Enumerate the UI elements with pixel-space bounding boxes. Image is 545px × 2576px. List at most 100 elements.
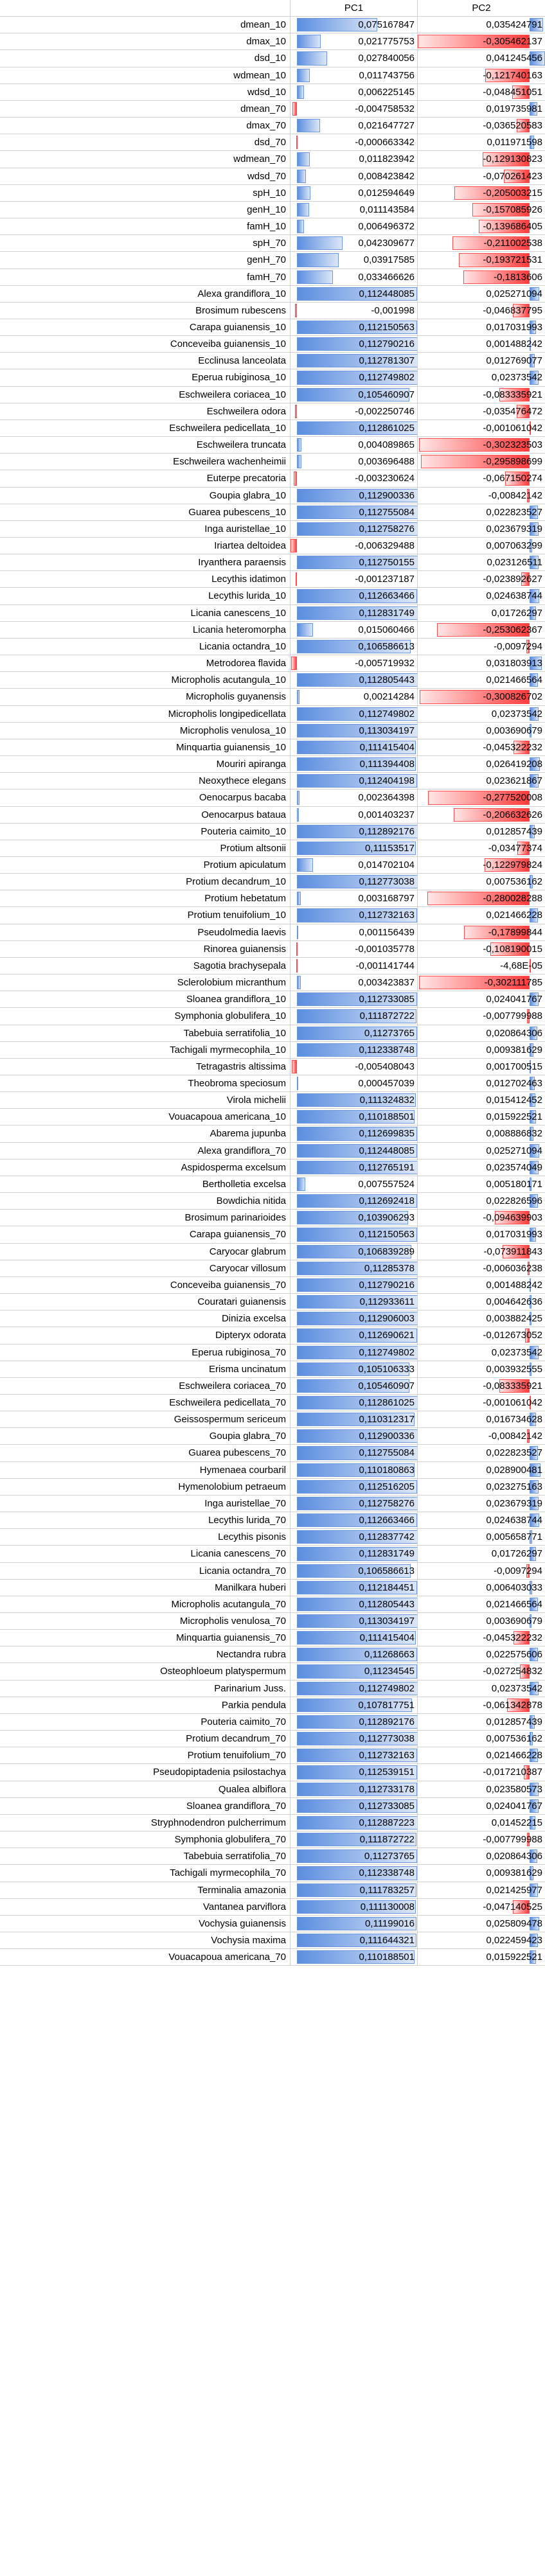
pc2-cell[interactable]: 0,001488242 [418, 336, 545, 353]
row-label[interactable]: Vouacapoua americana_70 [0, 1949, 290, 1966]
pc1-cell[interactable]: 0,004089865 [290, 437, 418, 454]
pc2-cell[interactable]: 0,021466564 [418, 1596, 545, 1613]
pc2-cell[interactable]: -0,007799988 [418, 1831, 545, 1849]
pc1-cell[interactable]: 0,111394408 [290, 756, 418, 773]
pc2-cell[interactable]: -0,061342878 [418, 1697, 545, 1714]
row-label[interactable]: Protium tenuifolium_10 [0, 907, 290, 924]
row-label[interactable]: Minquartia guianensis_70 [0, 1630, 290, 1647]
pc2-cell[interactable]: 0,024638744 [418, 588, 545, 605]
row-label[interactable]: Tabebuia serratifolia_70 [0, 1848, 290, 1866]
pc1-cell[interactable]: 0,112539151 [290, 1764, 418, 1781]
row-label[interactable]: Symphonia globulifera_10 [0, 1008, 290, 1025]
pc1-cell[interactable]: 0,112790216 [290, 1276, 418, 1294]
pc2-cell[interactable]: -0,295898699 [418, 454, 545, 471]
pc1-cell[interactable]: 0,112338748 [290, 1041, 418, 1059]
row-label[interactable]: Virola michelii [0, 1092, 290, 1109]
pc2-cell[interactable]: -0,139686405 [418, 218, 545, 236]
pc2-cell[interactable]: 0,017031993 [418, 1226, 545, 1244]
row-label[interactable]: Tabebuia serratifolia_10 [0, 1025, 290, 1042]
pc2-cell[interactable]: 0,003882425 [418, 1310, 545, 1328]
pc1-cell[interactable]: 0,112750155 [290, 554, 418, 572]
pc2-cell[interactable]: 0,020864306 [418, 1025, 545, 1042]
pc1-cell[interactable]: 0,001156439 [290, 924, 418, 941]
row-label[interactable]: Micropholis longipedicellata [0, 705, 290, 723]
pc1-cell[interactable]: 0,112765191 [290, 1159, 418, 1176]
pc2-cell[interactable]: 0,022575606 [418, 1646, 545, 1664]
pc2-cell[interactable]: 0,02373542 [418, 1681, 545, 1697]
pc1-cell[interactable]: 0,021647727 [290, 118, 418, 135]
pc2-cell[interactable]: -0,17899844 [418, 924, 545, 941]
pc2-cell[interactable]: -0,006036238 [418, 1260, 545, 1277]
row-label[interactable]: Sagotia brachysepala [0, 957, 290, 975]
row-label[interactable]: Erisma uncinatum [0, 1361, 290, 1378]
pc2-cell[interactable]: -0,045322232 [418, 1630, 545, 1647]
row-label[interactable]: Licania canescens_70 [0, 1546, 290, 1563]
pc2-cell[interactable]: 0,015922521 [418, 1949, 545, 1966]
pc1-cell[interactable]: 0,011823942 [290, 151, 418, 168]
pc2-cell[interactable]: 0,01452215 [418, 1815, 545, 1832]
pc1-cell[interactable]: 0,112733085 [290, 1797, 418, 1815]
row-label[interactable]: Inga auristellae_70 [0, 1495, 290, 1513]
row-label[interactable]: Caryocar villosum [0, 1260, 290, 1277]
pc1-cell[interactable]: 0,112404198 [290, 773, 418, 790]
pc2-cell[interactable]: 0,021425977 [418, 1882, 545, 1899]
row-label[interactable]: Hymenaea courbaril [0, 1461, 290, 1479]
pc1-cell[interactable]: 0,11273765 [290, 1025, 418, 1042]
pc2-cell[interactable]: 0,015922521 [418, 1109, 545, 1126]
pc2-cell[interactable]: -0,193721531 [418, 252, 545, 269]
row-label[interactable]: Inga auristellae_10 [0, 520, 290, 538]
pc2-cell[interactable]: -0,206632626 [418, 807, 545, 824]
pc2-cell[interactable]: 0,024041767 [418, 1798, 545, 1815]
row-label[interactable]: Metrodorea flavida [0, 655, 290, 673]
pc1-cell[interactable]: 0,107817751 [290, 1697, 418, 1714]
pc1-cell[interactable]: 0,112805443 [290, 672, 418, 689]
pc2-cell[interactable]: 0,007536162 [418, 1731, 545, 1748]
row-label[interactable]: Ecclinusa lanceolata [0, 353, 290, 370]
header-pc1[interactable]: PC1 [290, 0, 418, 17]
pc1-cell[interactable]: 0,112448085 [290, 285, 418, 303]
pc2-cell[interactable]: 0,012857439 [418, 1714, 545, 1731]
pc2-cell[interactable]: -0,277520008 [418, 790, 545, 807]
row-label[interactable]: Sloanea grandiflora_10 [0, 991, 290, 1009]
row-label[interactable]: Geissospermum sericeum [0, 1411, 290, 1429]
pc1-cell[interactable]: 0,105106333 [290, 1361, 418, 1378]
pc1-cell[interactable]: -0,003230624 [290, 470, 418, 488]
row-label[interactable]: Conceveiba guianensis_10 [0, 336, 290, 353]
pc2-cell[interactable]: -0,300826702 [418, 689, 545, 706]
row-label[interactable]: Abarema jupunba [0, 1125, 290, 1143]
pc2-cell[interactable]: -0,302323503 [418, 437, 545, 454]
pc2-cell[interactable]: 0,02373542 [418, 706, 545, 723]
pc1-cell[interactable]: 0,112516205 [290, 1478, 418, 1495]
pc2-cell[interactable]: -0,045322232 [418, 739, 545, 757]
pc1-cell[interactable]: 0,112733178 [290, 1781, 418, 1798]
pc2-cell[interactable]: -0,0097294 [418, 1563, 545, 1580]
pc1-cell[interactable]: 0,003168797 [290, 890, 418, 908]
pc2-cell[interactable]: 0,02373542 [418, 1345, 545, 1361]
pc2-cell[interactable]: 0,023621867 [418, 773, 545, 790]
pc2-cell[interactable]: 0,012857439 [418, 824, 545, 840]
row-label[interactable]: Osteophloeum platyspermum [0, 1663, 290, 1681]
pc2-cell[interactable]: 0,016734628 [418, 1411, 545, 1429]
pc1-cell[interactable]: 0,014702104 [290, 856, 418, 874]
pc1-cell[interactable]: -0,005408043 [290, 1058, 418, 1075]
pc2-cell[interactable]: -0,1813606 [418, 269, 545, 286]
pc1-cell[interactable]: 0,112805443 [290, 1596, 418, 1613]
pc1-cell[interactable]: 0,112790216 [290, 336, 418, 353]
row-label[interactable]: Eperua rubiginosa_70 [0, 1344, 290, 1361]
pc2-cell[interactable]: -0,023892627 [418, 571, 545, 588]
row-label[interactable]: Iriartea deltoidea [0, 538, 290, 555]
pc2-cell[interactable]: 0,009381629 [418, 1865, 545, 1882]
pc2-cell[interactable]: 0,023679319 [418, 521, 545, 538]
row-label[interactable]: Micropholis venulosa_70 [0, 1613, 290, 1630]
row-label[interactable]: dmax_10 [0, 33, 290, 51]
row-label[interactable]: Manilkara huberi [0, 1579, 290, 1596]
pc1-cell[interactable]: 0,000457039 [290, 1075, 418, 1093]
row-label[interactable]: Sclerolobium micranthum [0, 975, 290, 992]
pc1-cell[interactable]: 0,027840056 [290, 50, 418, 67]
row-label[interactable]: Dipteryx odorata [0, 1327, 290, 1345]
row-label[interactable]: Oenocarpus bacaba [0, 790, 290, 807]
pc2-cell[interactable]: 0,004642636 [418, 1294, 545, 1311]
row-label[interactable]: Eschweilera truncata [0, 437, 290, 454]
pc2-cell[interactable]: 0,025271094 [418, 286, 545, 303]
pc2-cell[interactable]: 0,023679319 [418, 1495, 545, 1513]
